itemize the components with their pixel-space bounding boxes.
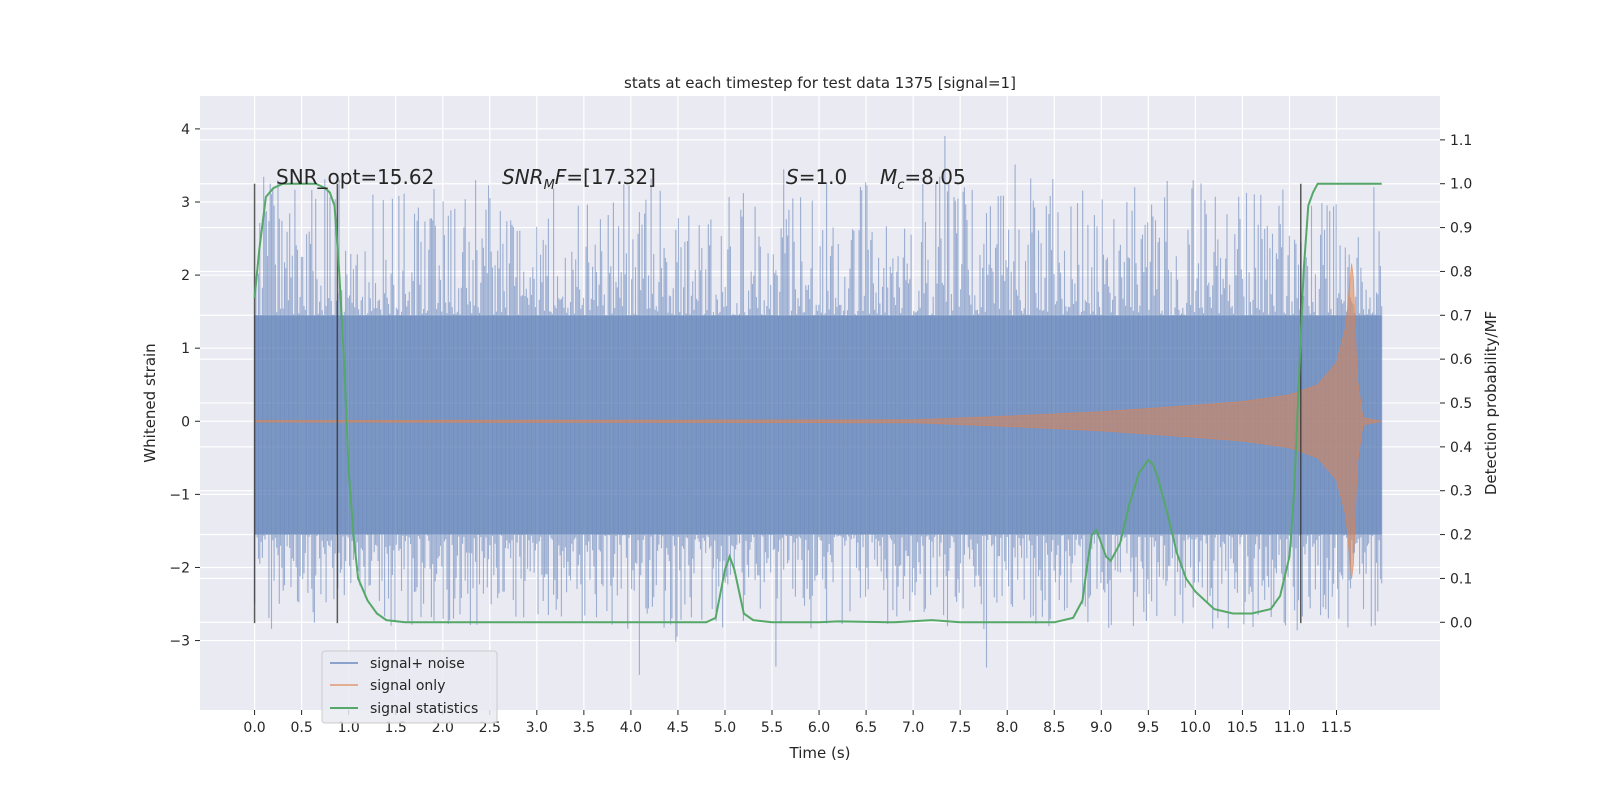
annotation-mc-sub: c bbox=[897, 178, 904, 193]
y-tick-label-left: 0 bbox=[181, 414, 190, 430]
annotation-s-value: =1.0 bbox=[799, 165, 848, 189]
annotation-snr-opt: SNR_opt=15.62 bbox=[276, 165, 434, 189]
x-tick-label: 1.0 bbox=[338, 720, 360, 736]
x-tick-label: 10.5 bbox=[1227, 720, 1258, 736]
y-tick-label-left: 4 bbox=[181, 122, 190, 138]
statistics-line bbox=[253, 182, 1382, 624]
x-tick-label: 9.0 bbox=[1090, 720, 1112, 736]
y-axis-label-right: Detection probability/MF bbox=[1482, 311, 1500, 495]
x-tick-label: 7.5 bbox=[949, 720, 971, 736]
chirp-envelope bbox=[254, 263, 1382, 580]
y-tick-label-left: 2 bbox=[181, 268, 190, 284]
y-tick-label-left: −2 bbox=[169, 560, 190, 576]
y-tick-label-left: −3 bbox=[169, 634, 190, 650]
legend-box bbox=[321, 650, 498, 724]
x-tick-label: 4.0 bbox=[620, 720, 642, 736]
y-tick-label-right: 0.6 bbox=[1450, 352, 1472, 368]
y-tick-label-right: 0.8 bbox=[1450, 264, 1472, 280]
legend-label-signal-only: signal only bbox=[370, 678, 445, 694]
ticks: 0.0 0.5 1.0 1.5 2.0 2.5 3.0 3.5 4.0 4.5 5.0 5.5 6.0 6… bbox=[169, 122, 1472, 736]
x-tick-label: 8.5 bbox=[1043, 720, 1065, 736]
annotation-snr-mf-label: SNR bbox=[502, 165, 544, 189]
annotation-mc-value: =8.05 bbox=[904, 165, 965, 189]
x-tick-label: 4.5 bbox=[667, 720, 689, 736]
x-tick-label: 7.0 bbox=[902, 720, 924, 736]
x-axis-label: Time (s) bbox=[789, 744, 851, 762]
x-tick-label: 1.5 bbox=[385, 720, 407, 736]
annotation-s-label: S bbox=[786, 165, 799, 189]
y-tick-label-right: 1.1 bbox=[1450, 133, 1472, 149]
legend-label-statistics: signal statistics bbox=[370, 701, 478, 717]
chirp-series bbox=[254, 263, 1382, 580]
annotation-mc: Mc=8.05 bbox=[880, 165, 966, 193]
legend: signal+ noise signal only signal statist… bbox=[321, 650, 498, 724]
x-tick-label: 3.5 bbox=[573, 720, 595, 736]
y-tick-label-left: 1 bbox=[181, 341, 190, 357]
annotation-snr-mf-value: =[17.32] bbox=[566, 165, 656, 189]
annotation-snr-mf-sub: M bbox=[544, 178, 555, 193]
y-tick-label-right: 1.0 bbox=[1450, 177, 1472, 193]
x-tick-label: 6.0 bbox=[808, 720, 830, 736]
x-tick-label: 0.5 bbox=[290, 720, 312, 736]
x-tick-label: 11.5 bbox=[1321, 720, 1352, 736]
y-tick-label-right: 0.5 bbox=[1450, 396, 1472, 412]
annotations: SNR_opt=15.62 SNRMF=[17.32] S=1.0 Mc=8.0… bbox=[276, 165, 966, 193]
x-tick-label: 3.0 bbox=[526, 720, 548, 736]
x-tick-label: 2.5 bbox=[479, 720, 501, 736]
statistics-series bbox=[253, 182, 1382, 624]
x-tick-label: 8.0 bbox=[996, 720, 1018, 736]
annotation-snr-mf: SNRMF=[17.32] bbox=[502, 165, 656, 193]
x-tick-label: 11.0 bbox=[1274, 720, 1305, 736]
annotation-snr-mf-f: F bbox=[555, 165, 567, 189]
y-tick-label-left: 3 bbox=[181, 195, 190, 211]
y-tick-label-right: 0.9 bbox=[1450, 221, 1472, 237]
y-tick-label-right: 0.1 bbox=[1450, 571, 1472, 587]
y-tick-label-left: −1 bbox=[169, 487, 190, 503]
x-tick-label: 5.5 bbox=[761, 720, 783, 736]
legend-label-noise: signal+ noise bbox=[370, 656, 465, 672]
y-tick-label-right: 0.2 bbox=[1450, 528, 1472, 544]
y-axis-label-left: Whitened strain bbox=[141, 343, 159, 462]
y-tick-label-right: 0.7 bbox=[1450, 308, 1472, 324]
y-tick-label-right: 0.0 bbox=[1450, 615, 1472, 631]
y-tick-label-right: 0.4 bbox=[1450, 440, 1472, 456]
chart-title: stats at each timestep for test data 137… bbox=[624, 74, 1016, 92]
y-tick-label-right: 0.3 bbox=[1450, 484, 1472, 500]
annotation-mc-label: M bbox=[880, 165, 897, 189]
annotation-s: S=1.0 bbox=[786, 165, 847, 189]
x-tick-label: 2.0 bbox=[432, 720, 454, 736]
x-tick-label: 10.0 bbox=[1180, 720, 1211, 736]
x-tick-label: 0.0 bbox=[243, 720, 265, 736]
x-tick-label: 5.0 bbox=[714, 720, 736, 736]
x-tick-label: 6.5 bbox=[855, 720, 877, 736]
x-tick-label: 9.5 bbox=[1137, 720, 1159, 736]
